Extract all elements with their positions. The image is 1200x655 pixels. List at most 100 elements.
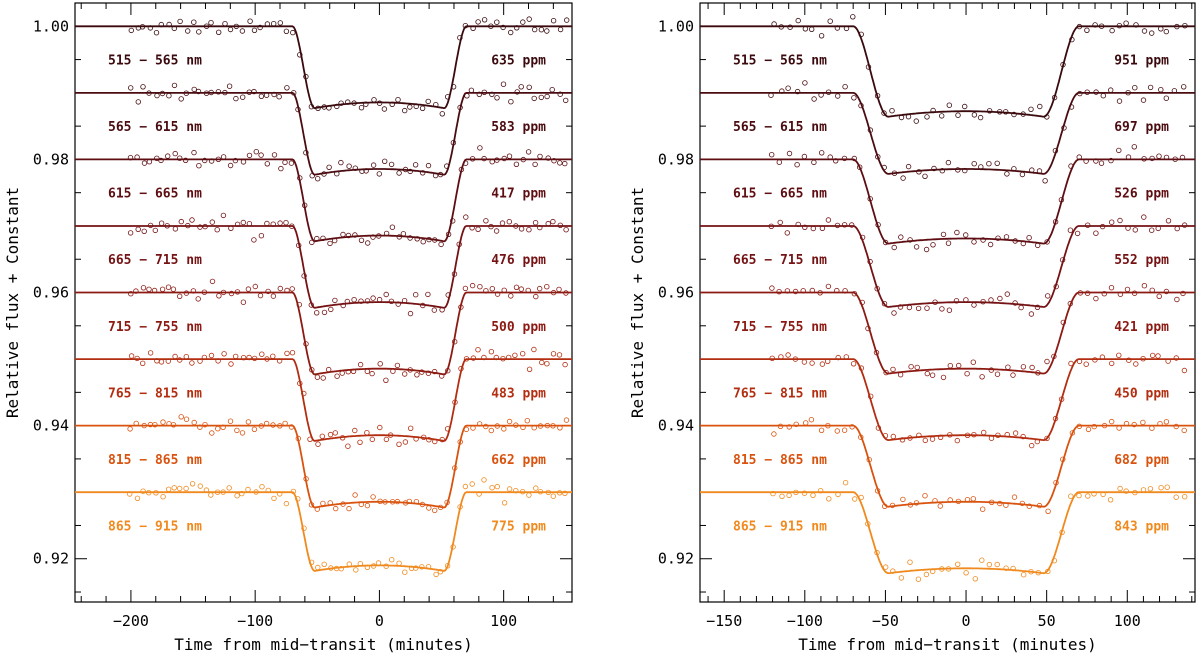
data-point	[1116, 352, 1122, 358]
ppm-label: 682 ppm	[1114, 453, 1169, 468]
data-point	[493, 228, 500, 234]
data-point	[1044, 358, 1050, 365]
data-point	[794, 88, 801, 95]
data-point	[160, 494, 166, 500]
data-point	[1045, 508, 1051, 514]
data-point	[533, 293, 539, 300]
y-tick-label: 1.00	[658, 17, 694, 35]
data-point	[431, 307, 437, 313]
data-point	[264, 161, 270, 167]
data-point	[407, 310, 414, 317]
data-point	[407, 235, 413, 241]
data-point	[939, 113, 945, 119]
ppm-label: 500 ppm	[491, 320, 546, 335]
data-point	[419, 105, 426, 111]
model-curve	[700, 225, 1195, 308]
data-point	[564, 17, 570, 23]
data-point	[1149, 352, 1156, 359]
data-point	[314, 374, 321, 380]
data-point	[1085, 493, 1091, 499]
data-point	[1098, 160, 1105, 166]
data-point	[506, 153, 513, 159]
data-point	[321, 309, 328, 316]
series-4: 715 − 755 nm 421 ppm	[700, 283, 1195, 381]
data-point	[396, 441, 402, 447]
data-point	[481, 477, 487, 483]
data-point	[544, 361, 550, 367]
data-point	[289, 350, 296, 356]
data-point	[940, 374, 947, 381]
series-6: 815 − 865 nm 682 ppm	[700, 417, 1195, 514]
data-point	[929, 372, 936, 378]
model-curve	[75, 92, 572, 176]
data-point	[483, 218, 489, 224]
data-point	[1131, 144, 1137, 150]
data-point	[171, 485, 177, 491]
data-point	[277, 220, 283, 226]
data-point	[191, 149, 197, 156]
data-point	[994, 160, 1000, 166]
data-point	[520, 351, 526, 357]
data-point	[1141, 283, 1148, 289]
data-point	[1149, 155, 1155, 162]
data-point	[494, 483, 500, 490]
data-point	[1011, 111, 1017, 118]
data-point	[776, 159, 782, 165]
data-point	[939, 306, 945, 312]
x-tick-label: 50	[1038, 612, 1056, 630]
data-point	[514, 89, 520, 95]
data-point	[425, 98, 431, 105]
data-point	[178, 96, 184, 102]
data-point	[802, 80, 808, 86]
data-point	[395, 96, 401, 103]
x-axis-label: Time from mid−transit (minutes)	[798, 635, 1097, 654]
data-point	[128, 291, 134, 297]
data-point	[852, 496, 858, 502]
data-point	[550, 493, 556, 499]
data-point	[383, 291, 389, 298]
data-point	[258, 232, 265, 239]
data-point	[345, 443, 351, 449]
data-point	[557, 160, 563, 166]
data-point	[841, 155, 848, 162]
data-point	[825, 217, 832, 223]
data-point	[550, 218, 556, 225]
data-point	[340, 231, 346, 238]
data-point	[141, 160, 148, 166]
data-point	[432, 507, 438, 514]
data-point	[890, 366, 896, 373]
data-point	[1107, 87, 1114, 93]
series-3: 665 − 715 nm 552 ppm	[700, 214, 1195, 317]
data-point	[160, 419, 166, 425]
data-point	[259, 484, 265, 490]
data-point	[1174, 296, 1180, 303]
data-point	[1181, 427, 1187, 434]
data-point	[526, 366, 533, 372]
data-point	[939, 167, 945, 174]
data-point	[289, 286, 295, 292]
model-curve	[700, 491, 1195, 575]
data-point	[140, 84, 146, 90]
data-point	[562, 361, 568, 368]
data-point	[201, 157, 208, 164]
model-curve	[75, 358, 572, 442]
data-point	[251, 426, 258, 432]
data-point	[771, 431, 777, 437]
data-point	[357, 439, 363, 445]
data-point	[945, 240, 952, 246]
wavelength-label: 615 − 665 nm	[733, 187, 827, 202]
data-point	[842, 83, 848, 90]
data-point	[1068, 493, 1074, 499]
data-point	[931, 165, 937, 172]
data-point	[133, 288, 139, 294]
data-point	[246, 152, 253, 159]
data-point	[346, 163, 352, 169]
data-point	[321, 561, 327, 567]
data-point	[477, 145, 483, 151]
data-point	[140, 488, 146, 494]
data-point	[1029, 364, 1035, 371]
x-tick-label: 0	[962, 612, 971, 630]
data-point	[1180, 84, 1187, 90]
data-point	[135, 99, 141, 105]
